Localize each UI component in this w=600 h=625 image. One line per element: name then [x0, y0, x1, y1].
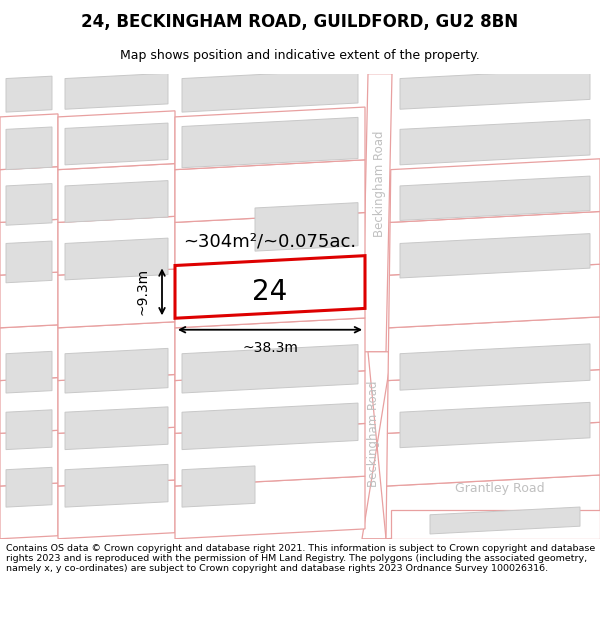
Polygon shape: [58, 164, 175, 222]
Polygon shape: [6, 468, 52, 507]
Polygon shape: [175, 160, 365, 222]
Polygon shape: [175, 371, 365, 433]
Polygon shape: [362, 352, 392, 539]
Polygon shape: [58, 322, 175, 381]
Polygon shape: [389, 264, 600, 328]
Text: ~38.3m: ~38.3m: [242, 341, 298, 355]
Polygon shape: [175, 213, 365, 275]
Polygon shape: [58, 111, 175, 169]
Polygon shape: [58, 428, 175, 486]
Polygon shape: [400, 234, 590, 278]
Text: ~304m²/~0.075ac.: ~304m²/~0.075ac.: [184, 232, 356, 251]
Polygon shape: [175, 476, 365, 539]
Polygon shape: [65, 407, 168, 449]
Polygon shape: [65, 348, 168, 393]
Polygon shape: [400, 69, 590, 109]
Polygon shape: [386, 475, 600, 539]
Polygon shape: [388, 317, 600, 381]
Polygon shape: [175, 424, 365, 486]
Polygon shape: [0, 272, 58, 328]
Polygon shape: [390, 159, 600, 222]
Text: 24: 24: [253, 278, 287, 306]
Text: Beckingham Road: Beckingham Road: [373, 131, 386, 238]
Polygon shape: [0, 325, 58, 381]
Polygon shape: [175, 256, 365, 318]
Polygon shape: [0, 114, 58, 169]
Text: Beckingham Road: Beckingham Road: [367, 380, 380, 486]
Polygon shape: [182, 344, 358, 393]
Polygon shape: [389, 211, 600, 275]
Text: Grantley Road: Grantley Road: [455, 482, 545, 496]
Polygon shape: [6, 184, 52, 225]
Polygon shape: [175, 318, 365, 381]
Polygon shape: [0, 483, 58, 539]
Polygon shape: [400, 119, 590, 165]
Text: 24, BECKINGHAM ROAD, GUILDFORD, GU2 8BN: 24, BECKINGHAM ROAD, GUILDFORD, GU2 8BN: [82, 13, 518, 31]
Polygon shape: [182, 118, 358, 168]
Polygon shape: [0, 430, 58, 486]
Polygon shape: [430, 507, 580, 534]
Polygon shape: [386, 422, 600, 486]
Polygon shape: [6, 410, 52, 449]
Polygon shape: [400, 344, 590, 390]
Polygon shape: [58, 269, 175, 328]
Text: Map shows position and indicative extent of the property.: Map shows position and indicative extent…: [120, 49, 480, 62]
Text: Contains OS data © Crown copyright and database right 2021. This information is : Contains OS data © Crown copyright and d…: [6, 544, 595, 573]
Polygon shape: [182, 69, 358, 112]
Polygon shape: [6, 351, 52, 393]
Polygon shape: [65, 123, 168, 165]
Polygon shape: [58, 374, 175, 433]
Polygon shape: [175, 107, 365, 169]
Polygon shape: [255, 202, 358, 251]
Polygon shape: [6, 127, 52, 169]
Polygon shape: [6, 76, 52, 112]
Polygon shape: [0, 219, 58, 275]
Polygon shape: [65, 181, 168, 222]
Text: ~9.3m: ~9.3m: [136, 268, 150, 316]
Polygon shape: [386, 467, 600, 539]
Polygon shape: [388, 369, 600, 433]
Polygon shape: [65, 238, 168, 280]
Polygon shape: [65, 464, 168, 507]
Polygon shape: [58, 216, 175, 275]
Polygon shape: [400, 402, 590, 448]
Polygon shape: [0, 378, 58, 433]
Polygon shape: [391, 510, 600, 539]
Polygon shape: [175, 265, 365, 328]
Polygon shape: [182, 403, 358, 449]
Polygon shape: [65, 73, 168, 109]
Polygon shape: [362, 74, 392, 352]
Polygon shape: [6, 241, 52, 282]
Polygon shape: [182, 466, 255, 507]
Polygon shape: [400, 176, 590, 221]
Polygon shape: [58, 480, 175, 539]
Polygon shape: [0, 167, 58, 222]
